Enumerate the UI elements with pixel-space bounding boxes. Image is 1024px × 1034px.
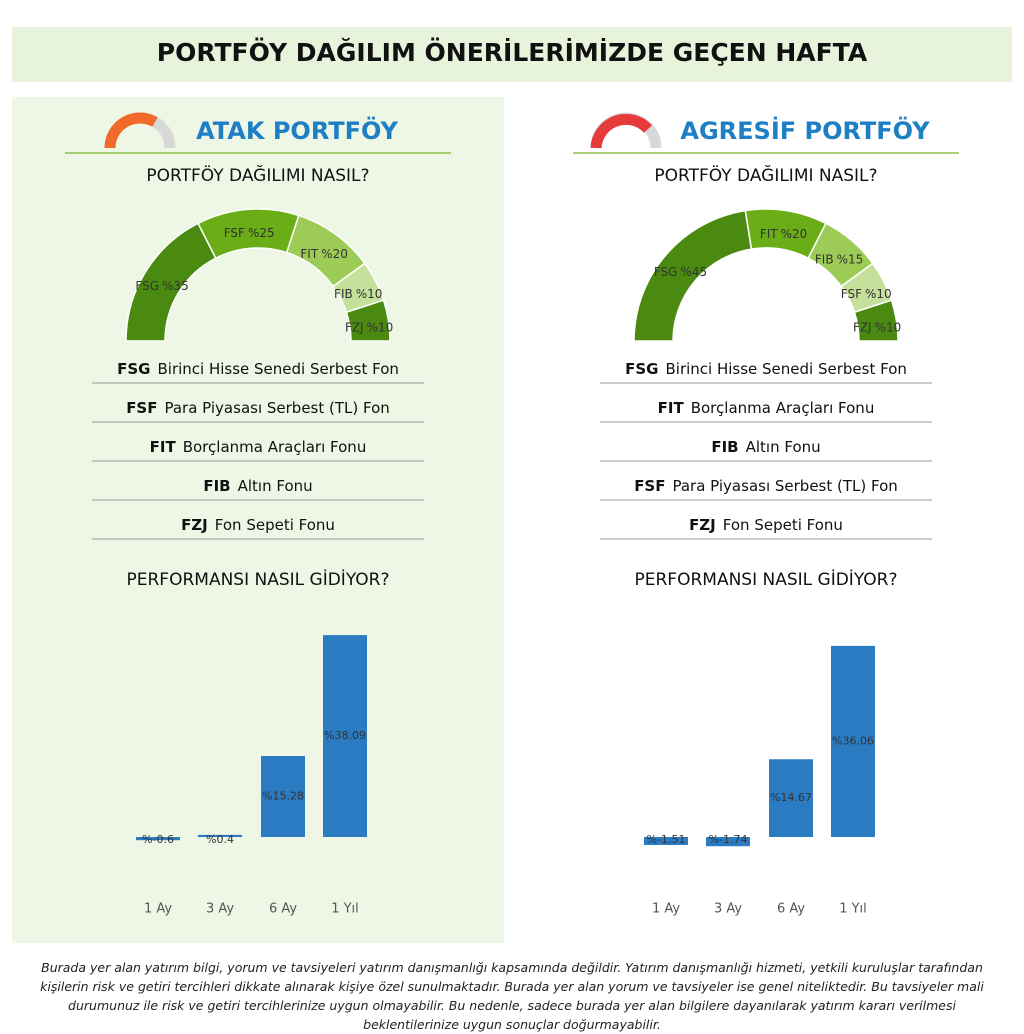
fund-code: FSG (117, 360, 150, 378)
slice (853, 299, 899, 342)
slice (345, 299, 391, 342)
disclaimer: Burada yer alan yatırım bilgi, yorum ve … (40, 960, 984, 1032)
fund-row: FIT Borçlanma Araçları Fonu (658, 399, 875, 417)
bar-label: %36.06 (832, 734, 874, 747)
panel-title: ATAK PORTFÖY (196, 115, 398, 145)
x-tick-label: 1 Ay (652, 902, 680, 917)
slice-label: FSG %35 (135, 279, 188, 293)
fund-name: Fon Sepeti Fonu (215, 516, 335, 534)
x-tick-label: 3 Ay (206, 902, 234, 917)
slice-category: FZJ (345, 320, 364, 334)
slice-category: FIB (334, 286, 353, 300)
slice-label: FSF %10 (841, 286, 892, 300)
bar (136, 837, 180, 841)
gauge-icon (104, 112, 176, 149)
bar (198, 834, 242, 837)
slice-label: FIB %15 (815, 252, 863, 266)
slice-category: FZJ (853, 320, 872, 334)
bar-label: %14.67 (770, 791, 812, 804)
x-tick-label: 6 Ay (777, 902, 805, 917)
bar (706, 837, 750, 847)
slice-value: %20 (321, 246, 348, 260)
fund-code: FIT (150, 438, 177, 456)
slice-label: FSF %25 (224, 225, 275, 239)
slice-category: FSF (224, 225, 245, 239)
fund-name: Altın Fonu (746, 438, 821, 456)
slice-label: FZJ %10 (853, 320, 901, 334)
chart-title: PERFORMANSI NASIL GİDİYOR? (635, 569, 898, 590)
fund-name: Borçlanma Araçları Fonu (691, 399, 875, 417)
bar-label: %-1.74 (709, 833, 748, 846)
fund-row: FIB Altın Fonu (203, 477, 312, 495)
slice-label: FIB %10 (334, 286, 382, 300)
slice-value: %10 (356, 286, 383, 300)
x-tick-label: 1 Yıl (331, 902, 359, 917)
slice-value: %35 (162, 279, 189, 293)
slice-category: FIT (760, 226, 778, 240)
fund-name: Altın Fonu (238, 477, 313, 495)
fund-code: FIB (203, 477, 230, 495)
bar (323, 635, 367, 837)
bar (831, 645, 875, 837)
bar (769, 759, 813, 837)
fund-row: FSG Birinci Hisse Senedi Serbest Fon (117, 360, 399, 378)
gauge-icon (590, 112, 662, 149)
infographic: PORTFÖY DAĞILIM ÖNERİLERİMİZDE GEÇEN HAF… (12, 27, 1012, 943)
fund-code: FZJ (181, 516, 208, 534)
fund-name: Para Piyasası Serbest (TL) Fon (672, 477, 897, 495)
chart-title: PORTFÖY DAĞILIMI NASIL? (654, 164, 877, 186)
x-tick-label: 1 Yıl (839, 902, 867, 917)
fund-code: FIT (658, 399, 685, 417)
bar-label: %-0.6 (142, 833, 174, 846)
fund-name: Birinci Hisse Senedi Serbest Fon (157, 360, 398, 378)
fund-code: FSF (634, 477, 665, 495)
slice-label: FZJ %10 (345, 320, 393, 334)
chart-title: PERFORMANSI NASIL GİDİYOR? (127, 569, 390, 590)
fund-name: Borçlanma Araçları Fonu (183, 438, 367, 456)
x-tick-label: 1 Ay (144, 902, 172, 917)
slice-category: FSF (841, 286, 862, 300)
fund-code: FIB (711, 438, 738, 456)
slice-category: FSG (654, 264, 678, 278)
page-title: PORTFÖY DAĞILIM ÖNERİLERİMİZDE GEÇEN HAF… (157, 37, 868, 67)
bar-label: %15.28 (262, 790, 304, 803)
bar (261, 756, 305, 837)
slice-label: FIT %20 (300, 246, 347, 260)
fund-row: FSF Para Piyasası Serbest (TL) Fon (634, 477, 898, 495)
slice-label: FIT %20 (760, 226, 807, 240)
slice-value: %45 (680, 264, 707, 278)
x-tick-label: 6 Ay (269, 902, 297, 917)
slice-value: %10 (875, 320, 902, 334)
fund-code: FZJ (689, 516, 716, 534)
chart-title: PORTFÖY DAĞILIMI NASIL? (146, 164, 369, 186)
header-band (12, 27, 1012, 82)
slice-value: %25 (248, 225, 275, 239)
slice-value: %10 (367, 320, 394, 334)
slice-label: FSG %45 (654, 264, 707, 278)
fund-row: FIB Altın Fonu (711, 438, 820, 456)
fund-row: FZJ Fon Sepeti Fonu (181, 516, 335, 534)
bar-label: %0.4 (206, 833, 234, 846)
fund-name: Fon Sepeti Fonu (723, 516, 843, 534)
bar-label: %38.09 (324, 729, 366, 742)
fund-row: FZJ Fon Sepeti Fonu (689, 516, 843, 534)
fund-code: FSG (625, 360, 658, 378)
fund-name: Para Piyasası Serbest (TL) Fon (164, 399, 389, 417)
fund-code: FSF (126, 399, 157, 417)
fund-row: FSF Para Piyasası Serbest (TL) Fon (126, 399, 390, 417)
slice-category: FIT (300, 246, 318, 260)
bar-label: %-1.51 (647, 833, 686, 846)
slice-value: %15 (837, 252, 864, 266)
fund-name: Birinci Hisse Senedi Serbest Fon (665, 360, 906, 378)
fund-row: FSG Birinci Hisse Senedi Serbest Fon (625, 360, 907, 378)
slice-value: %10 (865, 286, 892, 300)
slice-value: %20 (781, 226, 808, 240)
fund-row: FIT Borçlanma Araçları Fonu (150, 438, 367, 456)
x-tick-label: 3 Ay (714, 902, 742, 917)
bar (644, 837, 688, 846)
slice-category: FIB (815, 252, 834, 266)
slice-category: FSG (135, 279, 159, 293)
panel-title: AGRESİF PORTFÖY (680, 115, 930, 145)
